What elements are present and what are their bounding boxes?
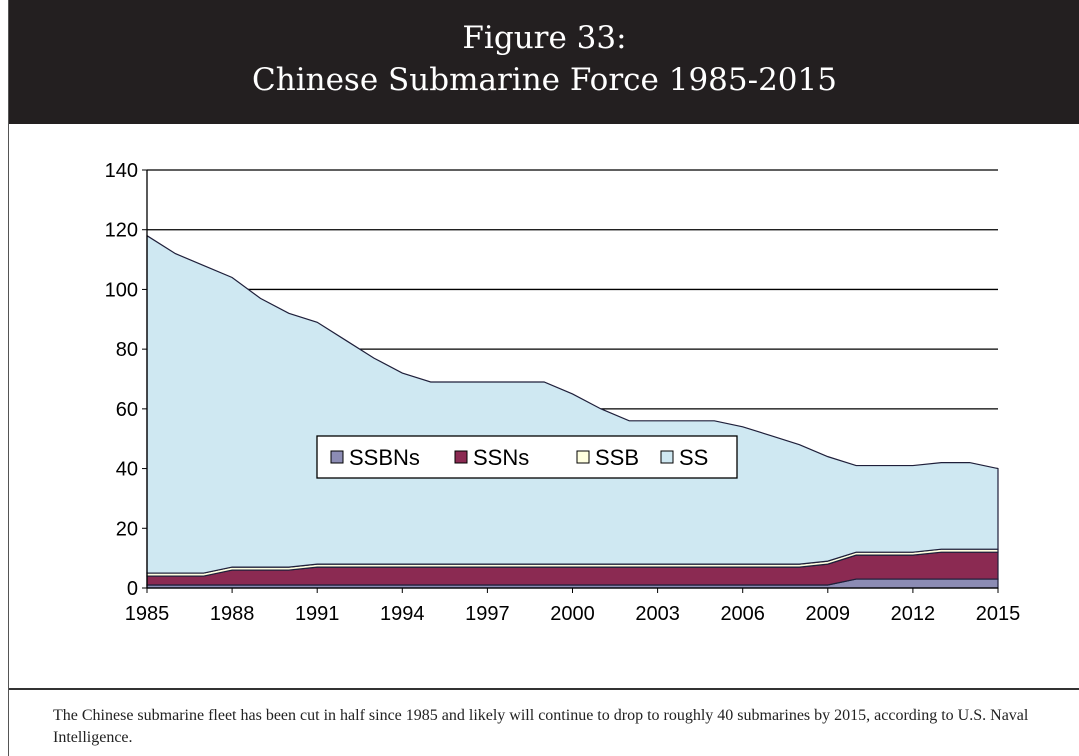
x-tick-label-2015: 2015: [976, 603, 1021, 625]
legend-label-ss: SS: [679, 445, 708, 470]
x-tick-label-2009: 2009: [806, 603, 851, 625]
y-tick-label-80: 80: [116, 339, 138, 361]
figure-frame: Figure 33: Chinese Submarine Force 1985-…: [8, 0, 1079, 756]
x-tick-label-2012: 2012: [891, 603, 936, 625]
legend-label-ssb: SSB: [595, 445, 639, 470]
y-tick-label-0: 0: [127, 578, 138, 600]
y-tick-label-60: 60: [116, 399, 138, 421]
x-tick-label-1988: 1988: [210, 603, 255, 625]
x-tick-label-1985: 1985: [125, 603, 170, 625]
legend-swatch-ssns: [454, 450, 468, 464]
area-ss: [146, 234, 999, 574]
y-tick-label-100: 100: [105, 279, 138, 301]
chart-area: 0 20 40 60 80 100 120 140 1985 1988 1991 1994 1997 20…: [9, 124, 1079, 690]
legend-swatch-ss: [660, 450, 674, 464]
figure-caption: The Chinese submarine fleet has been cut…: [53, 707, 1029, 746]
legend-swatch-ssbns: [330, 450, 344, 464]
x-tick-label-2006: 2006: [720, 603, 765, 625]
figure-subtitle: Chinese Submarine Force 1985-2015: [252, 62, 837, 98]
x-tick-label-1991: 1991: [295, 603, 340, 625]
x-tick-label-1997: 1997: [465, 603, 510, 625]
figure-header: Figure 33: Chinese Submarine Force 1985-…: [9, 0, 1079, 124]
x-tick-label-2003: 2003: [635, 603, 680, 625]
x-tick-label-1994: 1994: [380, 603, 425, 625]
legend-swatch-ssb: [576, 450, 590, 464]
y-tick-label-20: 20: [116, 518, 138, 540]
caption-divider: [9, 688, 1079, 690]
stacked-area-chart: 0 20 40 60 80 100 120 140 1985 1988 1991 1994 1997 20…: [105, 160, 1021, 625]
legend-label-ssbns: SSBNs: [349, 445, 420, 470]
y-tick-label-120: 120: [105, 220, 138, 242]
x-tick-label-2000: 2000: [550, 603, 595, 625]
y-tick-label-140: 140: [105, 160, 138, 182]
figure-title: Figure 33:: [462, 20, 627, 56]
legend-label-ssns: SSNs: [473, 445, 529, 470]
y-tick-label-40: 40: [116, 459, 138, 481]
